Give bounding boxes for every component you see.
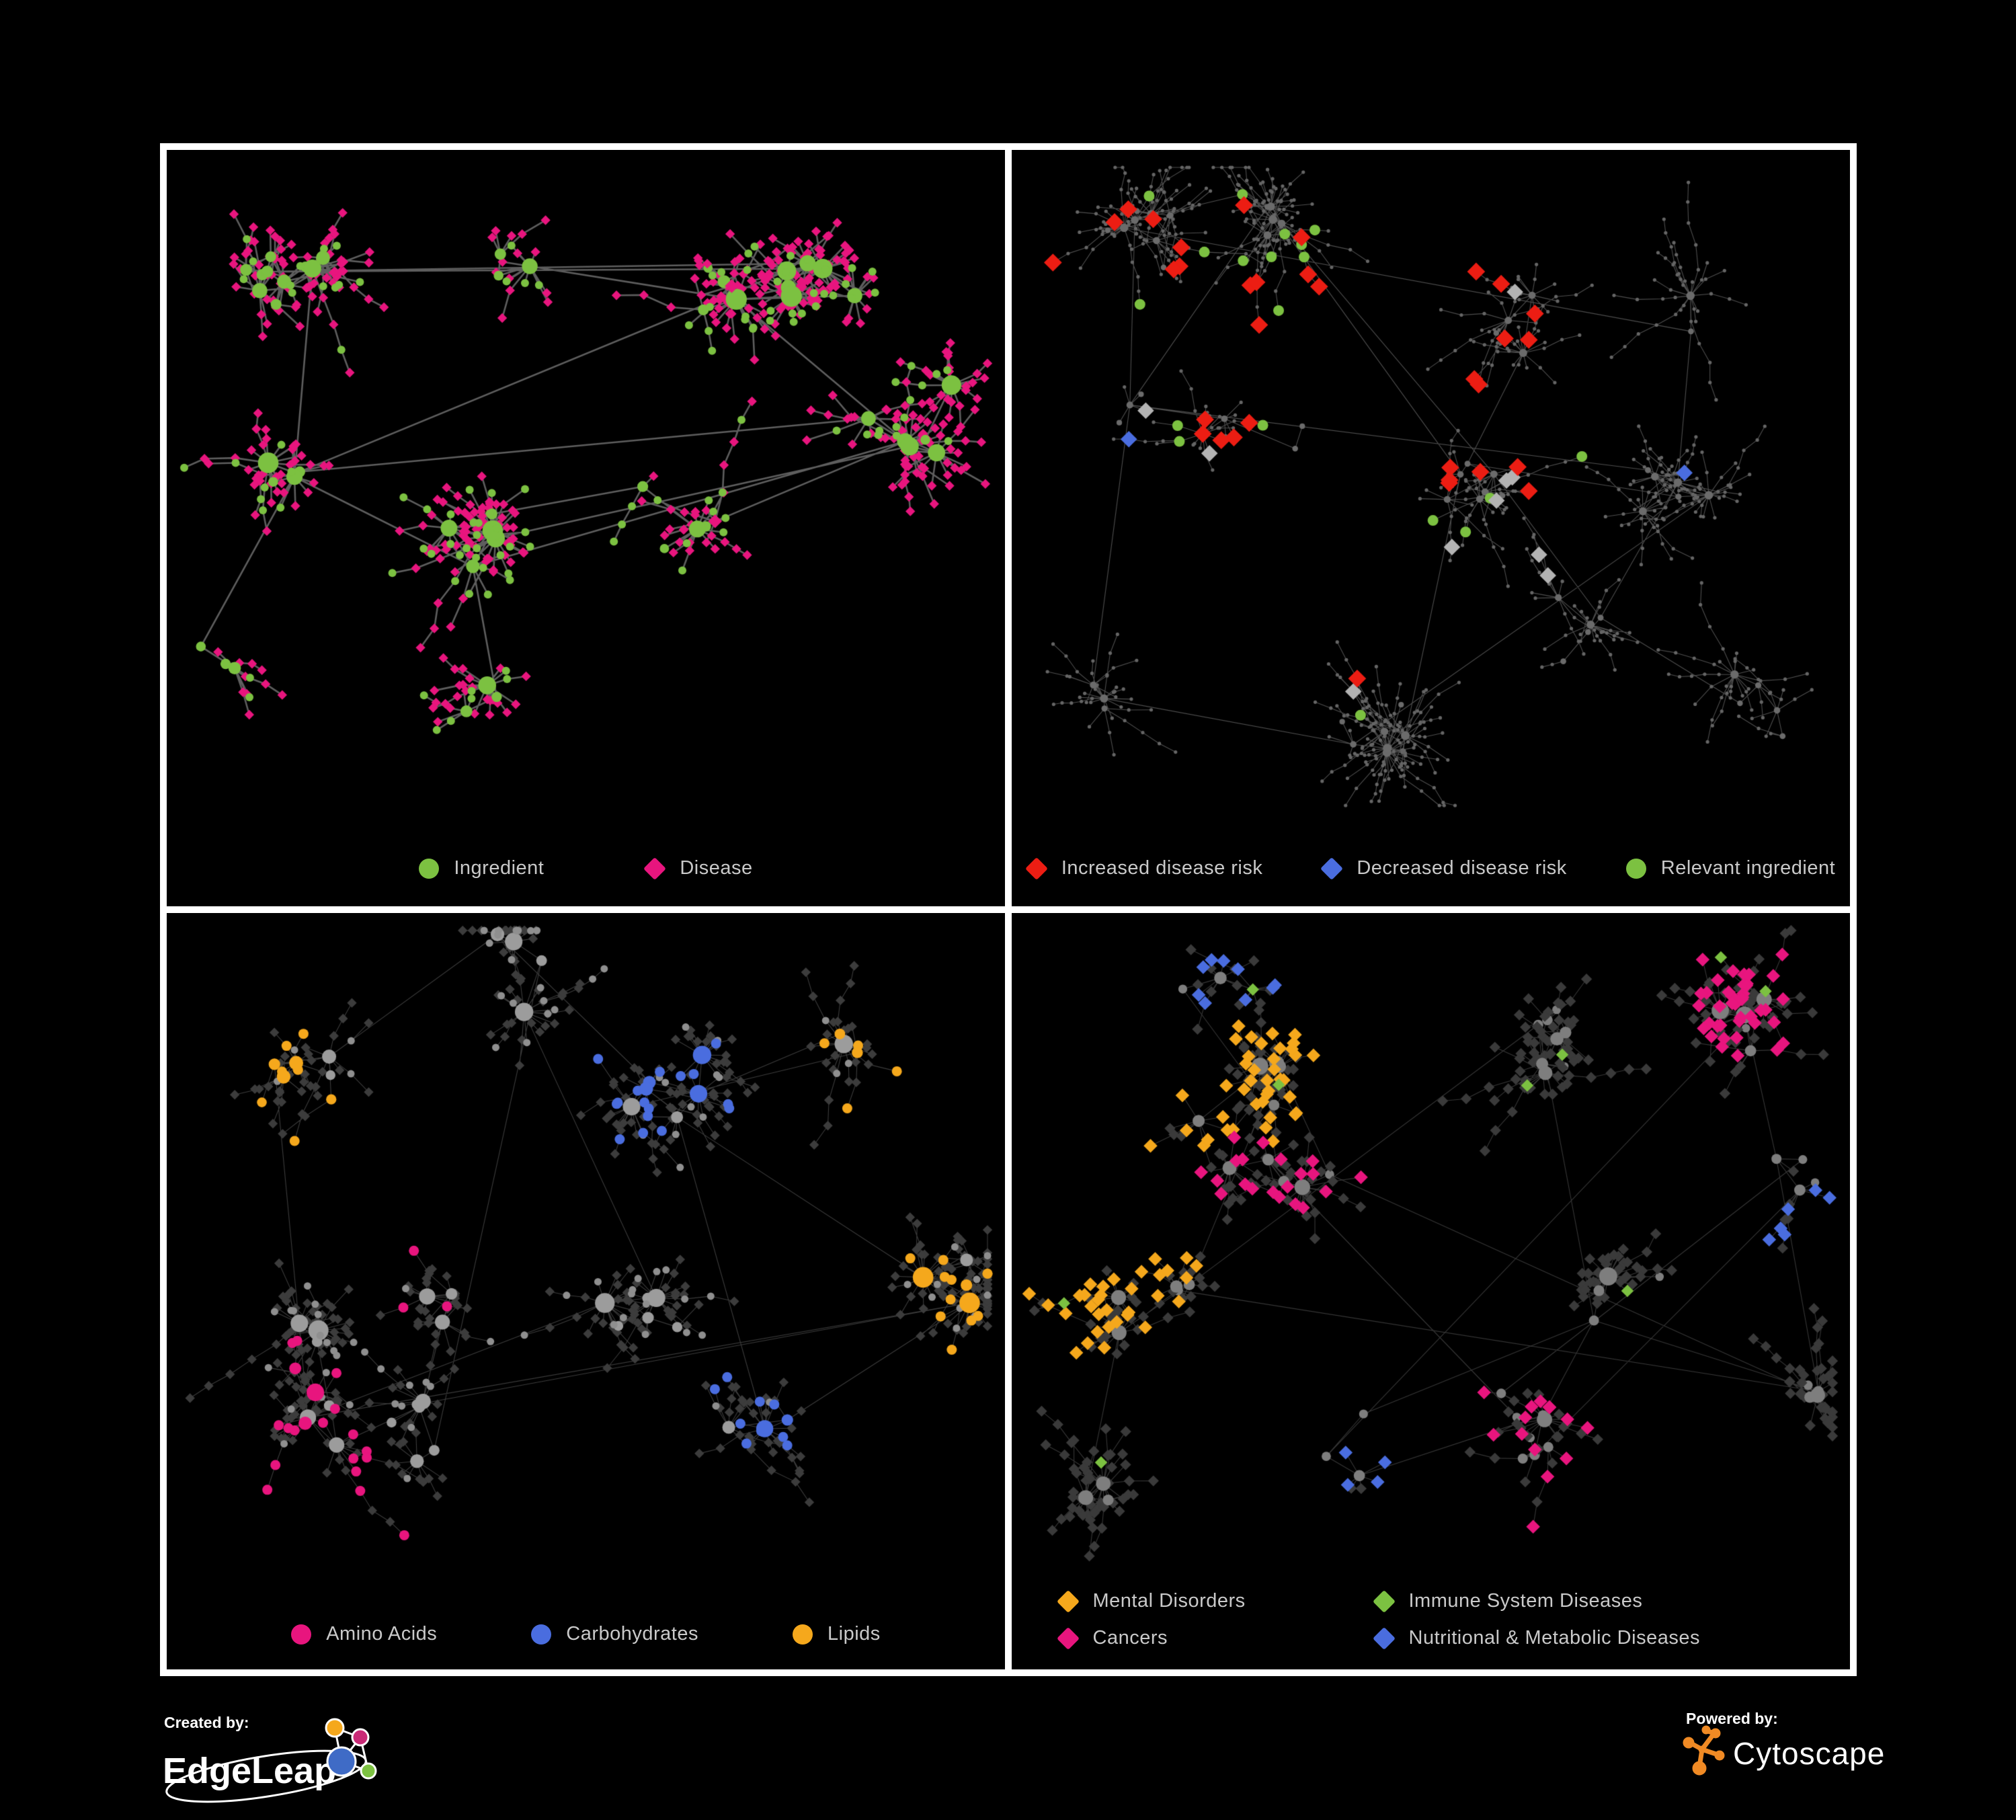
legend-label: Increased disease risk xyxy=(1061,857,1263,879)
created-by-label: Created by: xyxy=(164,1714,249,1731)
legend-disease-categories: Mental Disorders Immune System Diseases … xyxy=(1012,1589,1850,1650)
edgeleap-node-orange xyxy=(325,1718,345,1738)
network-compound-classes-canvas xyxy=(167,913,1005,1669)
network-ingredient-disease-canvas xyxy=(167,150,1005,906)
legend-item-amino-acids: Amino Acids xyxy=(291,1623,437,1645)
lipids-swatch xyxy=(793,1624,813,1645)
panel-grid: Ingredient Disease Increased disease ris… xyxy=(160,143,1857,1676)
panel-disease-categories: Mental Disorders Immune System Diseases … xyxy=(1012,913,1850,1669)
legend-item-ingredient: Ingredient xyxy=(419,857,544,879)
immune-system-diseases-swatch xyxy=(1372,1589,1396,1613)
legend-item-cancers: Cancers xyxy=(1056,1626,1168,1650)
legend-label: Lipids xyxy=(828,1623,881,1645)
legend-item-decreased-risk: Decreased disease risk xyxy=(1320,857,1567,880)
legend-label: Decreased disease risk xyxy=(1357,857,1567,879)
cytoscape-logo: Powered by: Cytoscape xyxy=(1679,1708,1894,1785)
legend-label: Ingredient xyxy=(454,857,545,879)
legend-item-immune-system-diseases: Immune System Diseases xyxy=(1372,1589,1643,1613)
carbohydrates-swatch xyxy=(531,1624,552,1645)
edgeleap-node-green xyxy=(360,1762,377,1780)
cytoscape-logo-svg: Powered by: Cytoscape xyxy=(1683,1710,1885,1776)
legend-item-disease: Disease xyxy=(643,857,753,880)
decreased-risk-swatch xyxy=(1320,857,1344,880)
legend-label: Nutritional & Metabolic Diseases xyxy=(1408,1627,1700,1649)
legend-item-carbohydrates: Carbohydrates xyxy=(531,1623,698,1645)
cancers-swatch xyxy=(1056,1626,1080,1650)
edgeleap-logo: Created by: EdgeLeap xyxy=(159,1709,387,1820)
relevant-ingredient-swatch xyxy=(1625,858,1646,879)
legend-label: Immune System Diseases xyxy=(1408,1590,1643,1612)
legend-label: Carbohydrates xyxy=(566,1623,698,1645)
legend-item-mental-disorders: Mental Disorders xyxy=(1056,1589,1246,1613)
legend-label: Mental Disorders xyxy=(1092,1590,1246,1612)
legend-label: Amino Acids xyxy=(326,1623,438,1645)
legend-label: Cancers xyxy=(1092,1627,1168,1649)
legend-compound-classes: Amino Acids Carbohydrates Lipids xyxy=(167,1623,1005,1645)
edgeleap-node-blue xyxy=(326,1746,357,1777)
cytoscape-wordmark: Cytoscape xyxy=(1733,1736,1885,1771)
legend-disease-risk: Increased disease risk Decreased disease… xyxy=(1012,857,1850,880)
edgeleap-network-icon xyxy=(325,1718,377,1780)
edgeleap-wordmark: EdgeLeap xyxy=(163,1751,336,1791)
panel-disease-risk: Increased disease risk Decreased disease… xyxy=(1012,150,1850,906)
legend-item-lipids: Lipids xyxy=(793,1623,881,1645)
legend-item-increased-risk: Increased disease risk xyxy=(1024,857,1263,880)
ingredient-swatch xyxy=(419,858,440,879)
powered-by-label: Powered by: xyxy=(1686,1710,1778,1727)
panel-ingredient-disease: Ingredient Disease xyxy=(167,150,1005,906)
legend-item-relevant-ingredient: Relevant ingredient xyxy=(1625,857,1836,879)
edgeleap-node-magenta xyxy=(351,1728,370,1747)
network-disease-risk-canvas xyxy=(1012,150,1850,906)
panel-compound-classes: Amino Acids Carbohydrates Lipids xyxy=(167,913,1005,1669)
nutritional-metabolic-diseases-swatch xyxy=(1372,1626,1396,1650)
legend-item-nutritional-metabolic-diseases: Nutritional & Metabolic Diseases xyxy=(1372,1626,1700,1650)
amino-acids-swatch xyxy=(291,1624,312,1645)
legend-ingredient-disease: Ingredient Disease xyxy=(167,857,1005,880)
cytoscape-icon xyxy=(1683,1725,1725,1776)
legend-label: Disease xyxy=(680,857,753,879)
increased-risk-swatch xyxy=(1024,857,1048,880)
legend-label: Relevant ingredient xyxy=(1660,857,1836,879)
mental-disorders-swatch xyxy=(1056,1589,1080,1613)
disease-swatch xyxy=(643,857,667,880)
network-disease-categories-canvas xyxy=(1012,913,1850,1669)
edgeleap-logo-svg: Created by: EdgeLeap xyxy=(163,1714,377,1803)
